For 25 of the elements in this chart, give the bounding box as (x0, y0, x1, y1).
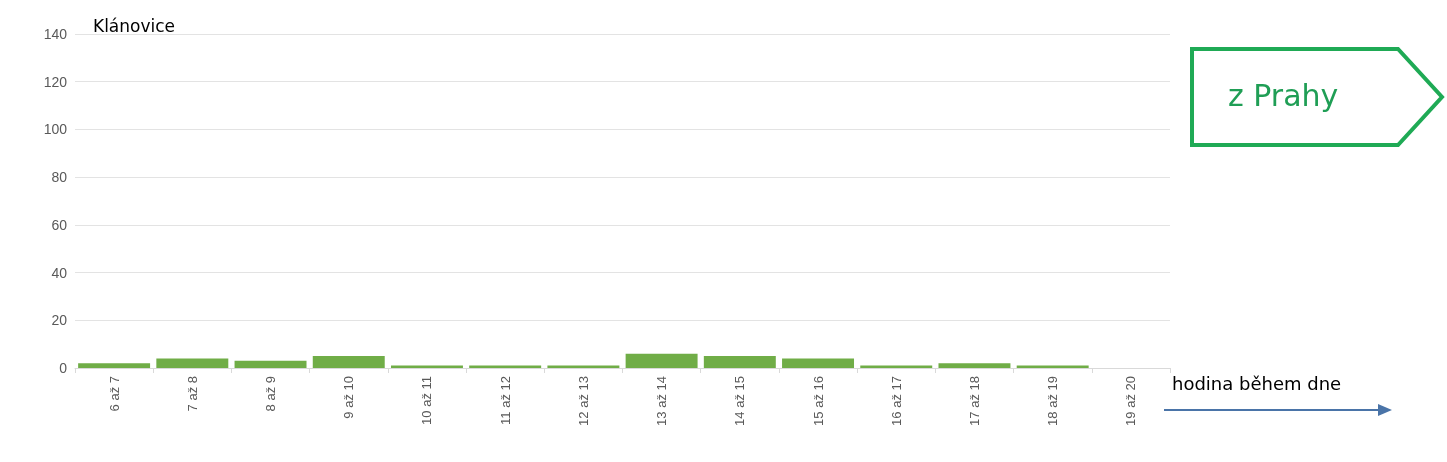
y-tick-label: 0 (59, 360, 68, 376)
x-tick-label: 19 až 20 (1123, 376, 1139, 426)
y-tick-label: 140 (43, 26, 68, 42)
x-tick-label: 11 až 12 (497, 376, 513, 425)
x-tick-label: 8 až 9 (263, 376, 279, 412)
y-tick-label: 100 (43, 121, 68, 138)
x-tick-label: 6 až 7 (106, 376, 122, 412)
x-tick-label: 14 až 15 (732, 376, 748, 426)
chart-title: Klánovice (93, 15, 176, 36)
x-tick-label: 7 až 8 (184, 376, 200, 412)
x-tick-label: 15 až 16 (810, 376, 826, 426)
x-tick-label: 16 až 17 (888, 376, 904, 426)
x-tick-label: 9 až 10 (341, 376, 357, 419)
y-tick-label: 20 (51, 312, 68, 329)
x-tick-label: 10 až 11 (419, 376, 435, 425)
x-tick-label: 18 až 19 (1045, 376, 1061, 426)
y-tick-label: 80 (51, 169, 68, 186)
y-tick-label: 40 (51, 264, 68, 281)
x-tick-label: 17 až 18 (966, 376, 982, 426)
x-tick-label: 13 až 14 (654, 376, 670, 426)
x-axis-title: hodina během dne (1172, 372, 1342, 394)
y-tick-label: 60 (51, 216, 68, 233)
x-tick-label: 12 až 13 (575, 376, 591, 426)
y-tick-label: 120 (43, 73, 68, 90)
text: z Prahy (1228, 78, 1339, 113)
